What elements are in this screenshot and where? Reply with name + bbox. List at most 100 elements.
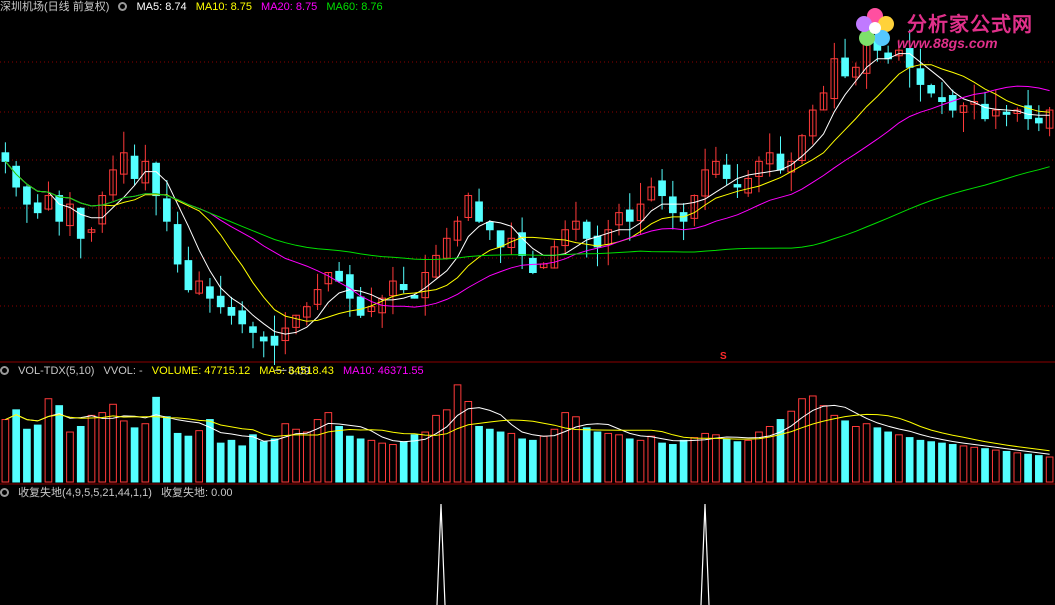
volume-panel-header: VOL-TDX(5,10) VVOL: - VOLUME: 47715.12 M…	[0, 364, 430, 378]
candle-body	[1024, 105, 1032, 120]
candle-body	[1, 152, 10, 162]
candle-body	[356, 296, 365, 316]
gear-icon[interactable]	[118, 2, 128, 11]
volume-bar	[453, 384, 462, 483]
volume-bar	[12, 409, 20, 483]
candle-body	[518, 232, 526, 256]
vol-name: VOL-TDX(5,10)	[18, 365, 95, 377]
candle-body	[442, 237, 451, 259]
ma20-label: MA20: 8.75	[261, 1, 318, 13]
indicator-spike	[436, 503, 446, 605]
candle-body	[399, 284, 408, 291]
candle-body	[970, 101, 979, 105]
candle-body	[485, 221, 494, 231]
ma5-label: MA5: 8.74	[136, 1, 187, 13]
candle-body	[270, 335, 279, 346]
candle-body	[733, 184, 742, 188]
candle-body	[808, 109, 817, 137]
volume-bar	[87, 414, 96, 483]
volume-bar	[658, 442, 666, 483]
volume-bar	[324, 412, 333, 483]
volume-bar	[625, 438, 634, 483]
watermark-logo: 分析家公式网 www.88gs.com	[849, 2, 1049, 54]
candle-body	[152, 162, 160, 197]
candle-body	[109, 169, 117, 196]
volume-bar	[432, 414, 440, 483]
volume-bar	[755, 431, 763, 483]
s-marker: S	[720, 351, 727, 362]
candle-body	[432, 254, 440, 278]
volume-bar	[464, 401, 473, 483]
volume-bar	[862, 423, 871, 483]
ma60-line	[5, 160, 1050, 261]
vol-ma5-label: MA5: 34518.43	[259, 365, 334, 377]
volume-bar	[873, 427, 882, 483]
vvol-label: VVOL: -	[103, 365, 143, 377]
candle-body	[195, 280, 203, 294]
indicator-value: 收复失地: 0.00	[161, 487, 233, 499]
low-marker-label: 6.09	[289, 365, 310, 377]
candle-body	[496, 230, 505, 248]
candle-body	[744, 177, 753, 194]
candle-body	[98, 195, 107, 225]
candle-body	[173, 224, 182, 265]
gear-icon[interactable]	[0, 366, 9, 375]
candle-body	[302, 306, 311, 318]
volume-label: VOLUME: 47715.12	[151, 365, 251, 377]
volume-bar	[496, 431, 505, 483]
candle-body	[668, 196, 677, 214]
volume-bar	[970, 446, 979, 483]
candle-body	[55, 195, 64, 222]
volume-bar	[141, 423, 150, 483]
volume-bar	[561, 412, 570, 483]
candle-body	[948, 95, 957, 111]
indicator-panel-header: 收复失地(4,9,5,5,21,44,1,1) 收复失地: 0.00	[0, 486, 239, 500]
candle-body	[582, 221, 591, 239]
volume-bar	[313, 419, 322, 483]
candle-body	[722, 164, 731, 179]
candle-body	[141, 160, 150, 184]
price-panel-header: 深圳机场(日线 前复权) MA5: 8.74 MA10: 8.75 MA20: …	[0, 0, 389, 14]
candle-body	[475, 201, 483, 222]
volume-bar	[604, 432, 613, 483]
gear-icon[interactable]	[0, 488, 9, 497]
volume-bar	[582, 427, 591, 483]
candle-body	[636, 203, 645, 222]
volume-bar	[776, 419, 785, 483]
volume-bar	[259, 441, 268, 483]
ma60-label: MA60: 8.76	[326, 1, 383, 13]
candle-body	[66, 203, 74, 227]
candle-body	[991, 109, 1000, 117]
volume-bar	[938, 442, 946, 483]
volume-bar	[55, 405, 64, 483]
candle-body	[184, 260, 193, 291]
volume-bar	[927, 441, 936, 483]
candle-body	[550, 246, 559, 269]
logo-title: 分析家公式网	[907, 14, 1033, 36]
candle-body	[23, 186, 31, 205]
candle-body	[690, 195, 699, 219]
logo-url: www.88gs.com	[897, 35, 998, 51]
vol-ma5-line	[5, 404, 1050, 455]
volume-bar	[959, 445, 968, 483]
volume-bar	[1035, 455, 1043, 483]
volume-bar	[572, 416, 580, 483]
candle-body	[389, 280, 397, 297]
volume-bar	[249, 434, 257, 483]
candle-body	[647, 186, 656, 201]
candle-body	[216, 295, 225, 308]
volume-bar	[119, 420, 128, 483]
volume-bar	[895, 434, 903, 483]
volume-bar	[163, 416, 171, 483]
volume-bar	[798, 398, 806, 483]
candle-body	[1002, 111, 1011, 115]
indicator-spike	[700, 503, 710, 605]
volume-bar	[421, 431, 430, 483]
volume-bar	[292, 428, 300, 483]
volume-bar	[733, 441, 742, 483]
volume-bar	[1024, 453, 1032, 483]
candle-body	[281, 327, 290, 342]
candle-body	[1035, 117, 1043, 124]
ma5-line	[5, 53, 1050, 335]
